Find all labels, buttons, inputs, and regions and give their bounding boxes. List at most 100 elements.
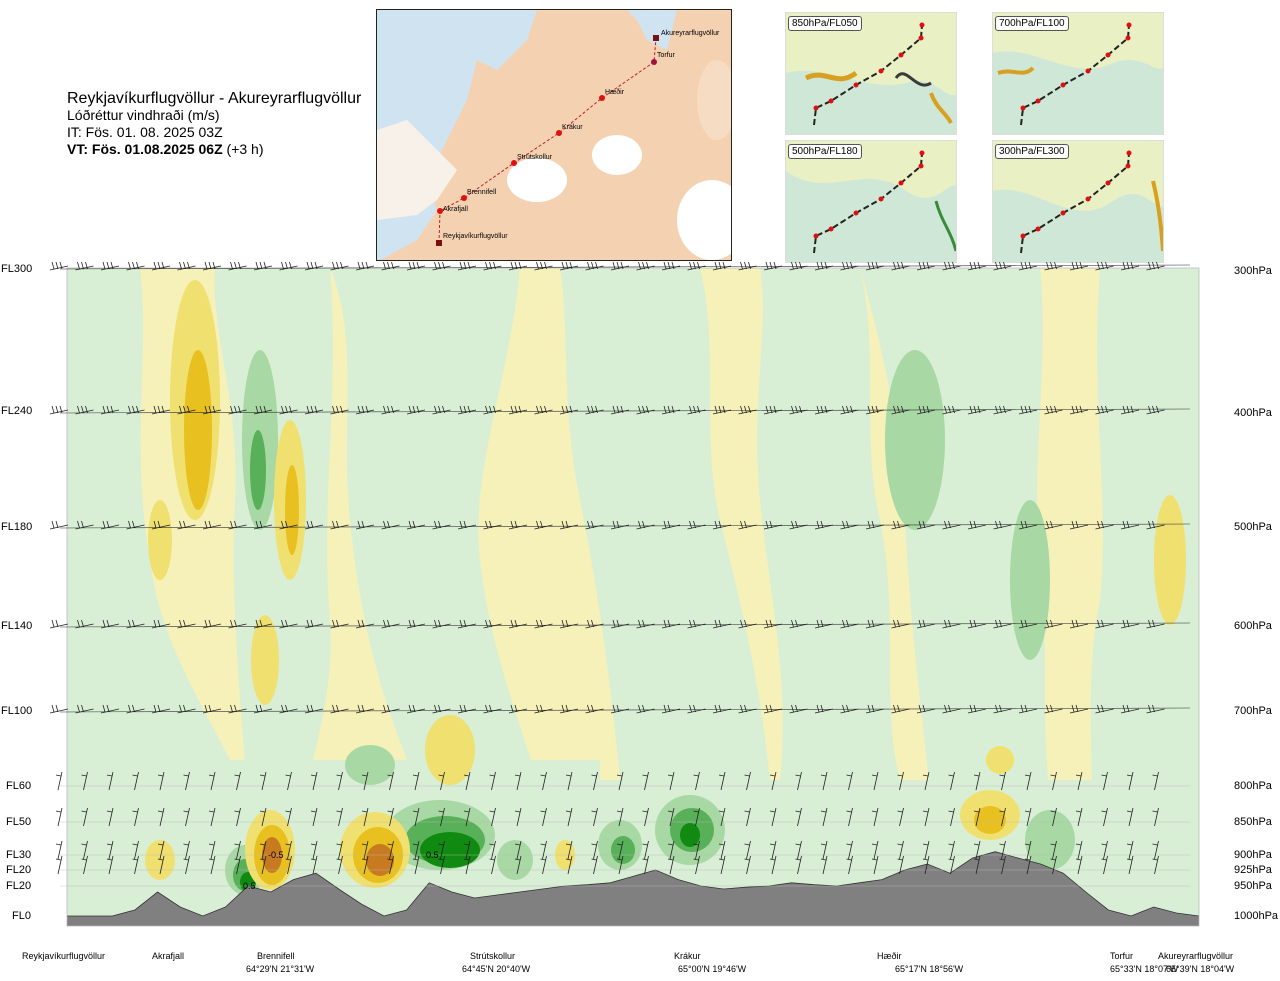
- wind-barb: [540, 771, 547, 791]
- glacier-hofsjokull: [592, 135, 642, 175]
- wind-barb: [1146, 261, 1165, 271]
- wp-marker-akrafjall: [437, 208, 443, 214]
- title-block: Reykjavíkurflugvöllur - Akureyrarflugvöl…: [67, 90, 361, 158]
- wind-barb: [999, 840, 1006, 860]
- wind-barb: [534, 520, 553, 530]
- wind-barb: [304, 619, 324, 629]
- wind-barb: [489, 855, 496, 875]
- wind-barb: [942, 261, 961, 271]
- wind-barb: [993, 405, 1012, 415]
- fl-label-0: FL0: [12, 910, 31, 922]
- wp-marker-strutskollur: [511, 160, 517, 166]
- wind-barb: [687, 261, 706, 271]
- wind-barb: [1044, 619, 1063, 629]
- wind-barb: [891, 520, 910, 530]
- wind-barb: [406, 520, 426, 530]
- wind-barb: [916, 405, 936, 415]
- wind-barb: [693, 855, 700, 875]
- wind-barb: [616, 840, 624, 860]
- wind-barb: [330, 520, 349, 530]
- wind-barb: [412, 807, 420, 827]
- wind-barb: [432, 520, 451, 530]
- inset-300-svg: [993, 141, 1163, 262]
- wind-barb: [126, 704, 145, 714]
- wind-barb: [106, 807, 114, 827]
- wind-barb: [514, 855, 522, 875]
- wind-barb: [361, 807, 369, 827]
- wind-barb: [1146, 520, 1165, 530]
- wind-barb: [234, 771, 241, 791]
- wind-barb: [1120, 520, 1140, 530]
- wind-barb: [1069, 704, 1089, 714]
- wind-barb: [738, 704, 757, 714]
- inset-850-svg: [786, 13, 956, 134]
- wind-barb: [412, 771, 420, 791]
- wind-barb: [922, 840, 930, 860]
- inset-map-300: 300hPa/FL300: [992, 140, 1164, 263]
- wind-barb: [489, 807, 496, 827]
- wind-barb: [559, 405, 579, 415]
- inset-label-700: 700hPa/FL100: [995, 16, 1069, 31]
- wind-barb: [81, 840, 88, 860]
- fl-label-300: FL300: [1, 263, 33, 275]
- wind-barb: [693, 840, 700, 860]
- wind-barb: [942, 520, 961, 530]
- wind-barb: [1069, 405, 1089, 415]
- glacier-langjokull: [507, 158, 567, 202]
- fl-label-60: FL60: [6, 780, 32, 792]
- wind-barb: [202, 261, 222, 271]
- wind-barb: [559, 619, 579, 629]
- map-label-reykjavik: Reykjavíkurflugvöllur: [443, 233, 508, 240]
- wind-barb: [922, 855, 930, 875]
- wind-barb: [540, 840, 547, 860]
- wind-barb: [846, 807, 853, 827]
- wind-barb: [891, 261, 910, 271]
- wind-barb: [871, 855, 879, 875]
- wind-barb: [49, 520, 69, 530]
- wind-barb: [483, 704, 502, 714]
- wind-barb: [565, 807, 573, 827]
- wind-barb: [132, 807, 139, 827]
- wind-barb: [438, 807, 445, 827]
- wind-barb: [667, 840, 675, 860]
- wind-barb: [55, 840, 63, 860]
- wind-barb: [1018, 619, 1038, 629]
- cross-section-chart: 0.5 -0.5 0.5: [49, 261, 1200, 927]
- wind-barb: [49, 405, 69, 415]
- inset-label-500: 500hPa/FL180: [788, 144, 862, 159]
- map-label-krakur: Krákur: [562, 124, 583, 131]
- wind-barb: [279, 520, 298, 530]
- wind-barb: [330, 261, 349, 271]
- wind-barb: [840, 704, 859, 714]
- wind-barb: [820, 771, 828, 791]
- wind-barb: [1126, 771, 1134, 791]
- wind-barb: [1120, 704, 1140, 714]
- wind-barb: [387, 771, 394, 791]
- wind-barb: [514, 807, 522, 827]
- wind-barb: [642, 771, 649, 791]
- wind-barb: [916, 261, 936, 271]
- wind-barb: [463, 771, 471, 791]
- wind-barb: [769, 771, 777, 791]
- inset-700-svg: [993, 13, 1163, 134]
- plot-frame: [66, 267, 1200, 927]
- loc-name-brennifell: Brennifell: [257, 951, 295, 961]
- wind-barb: [253, 261, 273, 271]
- wind-barb: [483, 520, 502, 530]
- wind-barb: [202, 704, 222, 714]
- wind-barb: [75, 405, 94, 415]
- wind-barb: [279, 261, 298, 271]
- wind-barb: [132, 855, 139, 875]
- wind-barb: [1152, 840, 1159, 860]
- wind-barb: [126, 520, 145, 530]
- wind-barb: [285, 771, 292, 791]
- hpa-label-600: 600hPa: [1234, 620, 1272, 632]
- wind-barb: [55, 855, 63, 875]
- wind-barb: [540, 855, 547, 875]
- loc-coord-torfur: 65°33'N 18°07'W: [1110, 964, 1179, 974]
- inset-map-850: 850hPa/FL050: [785, 12, 957, 135]
- wind-barb: [865, 619, 885, 629]
- wind-barb: [891, 619, 910, 629]
- wind-barb: [438, 771, 445, 791]
- wind-barb: [151, 405, 171, 415]
